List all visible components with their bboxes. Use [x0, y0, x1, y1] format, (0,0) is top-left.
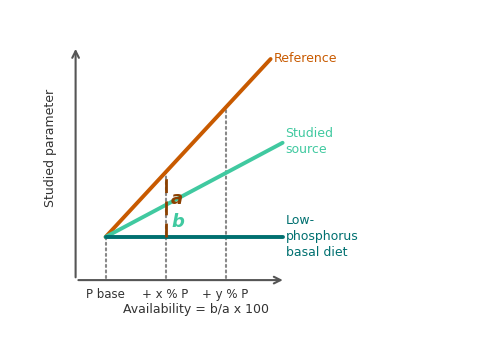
- Text: + x % P: + x % P: [143, 288, 189, 301]
- Text: Availability = b/a x 100: Availability = b/a x 100: [122, 302, 269, 315]
- Text: Reference: Reference: [274, 53, 337, 66]
- Text: b: b: [171, 213, 184, 231]
- Text: a: a: [171, 190, 183, 208]
- Text: P base: P base: [86, 288, 125, 301]
- Text: Low-
phosphorus
basal diet: Low- phosphorus basal diet: [286, 215, 359, 260]
- Text: + y % P: + y % P: [203, 288, 249, 301]
- Text: Studied parameter: Studied parameter: [44, 89, 57, 207]
- Text: Studied
source: Studied source: [286, 127, 334, 156]
